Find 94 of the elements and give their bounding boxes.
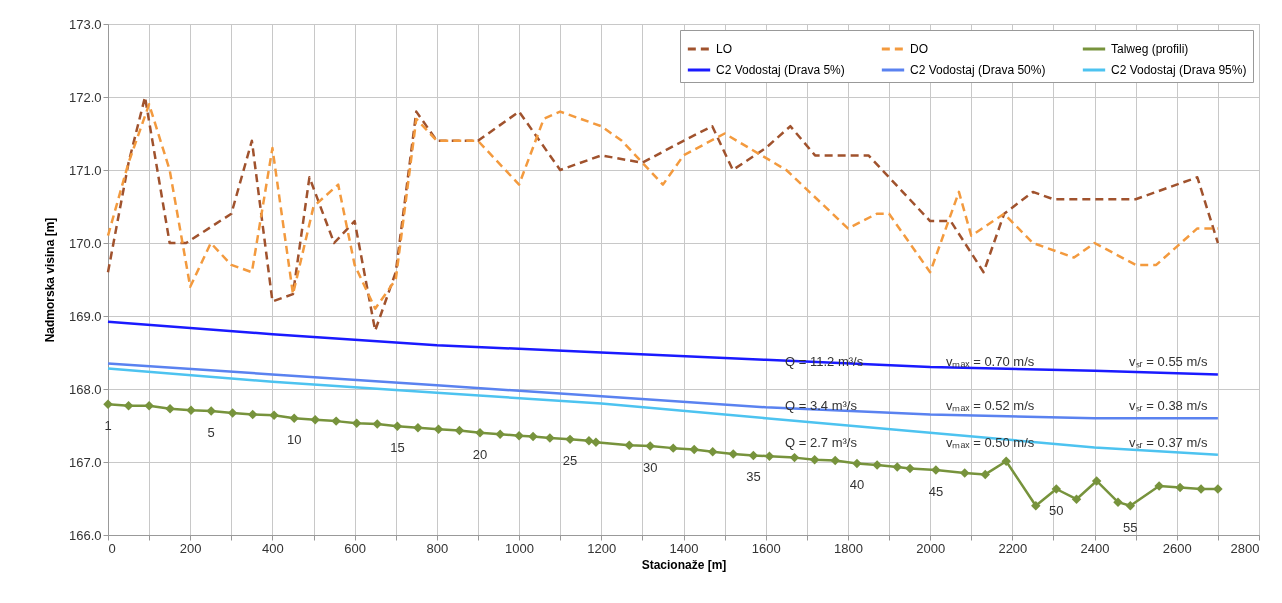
point [123,401,134,411]
legend-label: C2 Vodostaj (Drava 95%) [1111,63,1247,77]
x-tick-label: 2400 [1080,540,1110,556]
point [289,413,299,423]
y-tick-label: 171.0 [68,162,102,178]
point [227,408,238,418]
x-tick-label: 1800 [833,540,863,556]
point [905,463,915,474]
x-tick-label: 600 [344,540,366,556]
annotation: 5 [207,424,215,440]
annotation: 15 [390,440,405,456]
x-axis-title: Stacionaže [m] [641,557,727,572]
point [1031,501,1041,511]
x-tick-label: 400 [262,540,284,556]
point [144,401,154,411]
annotation: 10 [286,432,302,448]
point [1091,476,1102,486]
point [809,455,820,465]
x-tick-label: 2600 [1162,540,1192,556]
point [959,468,970,478]
legend-label: C2 Vodostaj (Drava 50%) [910,63,1046,77]
point [1051,484,1062,494]
x-tick-label: 1200 [587,540,617,556]
point [247,409,258,420]
point [830,455,840,466]
point [392,421,403,431]
point [591,437,601,448]
annotation: 25 [562,453,578,469]
x-tick-label: 0 [108,540,116,556]
point [980,469,990,480]
annotation: vₛᵣ = 0.37 m/s [1129,434,1208,450]
point [789,452,800,463]
annotation: 45 [928,484,944,500]
annotation: 40 [849,477,865,493]
point [351,418,362,429]
point [892,462,902,472]
point [764,451,775,461]
x-tick-label: 2000 [916,540,946,556]
x-tick-label: 1600 [751,540,781,556]
point [103,399,113,410]
point [206,406,216,416]
point [1125,501,1136,511]
point [668,443,678,453]
legend-label: C2 Vodostaj (Drava 5%) [716,63,845,77]
annotation: 55 [1123,519,1138,535]
point [565,434,575,445]
y-axis-title: Nadmorska visina [m] [42,217,57,343]
annotation: vₘₐₓ = 0.70 m/s [945,354,1035,370]
y-tick-label: 173.0 [68,16,102,32]
annotation: 50 [1049,503,1064,519]
x-tick-label: 2800 [1230,540,1260,556]
annotation: Q = 2.7 m³/s [785,434,858,450]
annotation: 20 [472,446,488,462]
point [372,419,382,429]
annotation: vₛᵣ = 0.38 m/s [1129,398,1208,414]
y-tick-label: 169.0 [68,308,102,324]
y-tick-label: 172.0 [68,89,102,105]
x-tick-label: 1000 [505,540,535,556]
annotation: 30 [642,459,658,475]
annotation: 35 [746,469,761,485]
point [433,424,444,434]
point [748,450,759,461]
point [1001,456,1011,467]
point [495,429,505,439]
point [310,414,320,425]
y-tick-label: 167.0 [68,454,102,470]
point [454,425,465,436]
point [1071,494,1082,504]
x-tick-label: 1400 [669,540,699,556]
legend-label: LO [716,42,733,56]
point [269,410,279,421]
point [689,444,699,455]
x-tick-label: 200 [179,540,202,556]
point [852,458,862,469]
point [1175,482,1185,493]
y-tick-label: 168.0 [68,381,102,397]
y-tick-label: 170.0 [68,235,102,251]
x-tick-label: 2200 [998,540,1028,556]
point [728,449,738,459]
annotation: vₛᵣ = 0.55 m/s [1129,354,1208,370]
point [624,440,634,450]
point [514,430,524,441]
legend-label: DO [910,42,928,56]
annotation: vₘₐₓ = 0.52 m/s [945,398,1035,414]
point [528,431,538,442]
annotation: 1 [104,418,112,434]
point [645,441,655,451]
x-tick-label: 800 [426,540,449,556]
line-series [106,320,1220,376]
point [707,447,718,457]
point [413,422,423,433]
y-tick-label: 166.0 [68,527,102,543]
legend-label: Talweg (profili) [1111,42,1189,56]
point [165,403,175,414]
